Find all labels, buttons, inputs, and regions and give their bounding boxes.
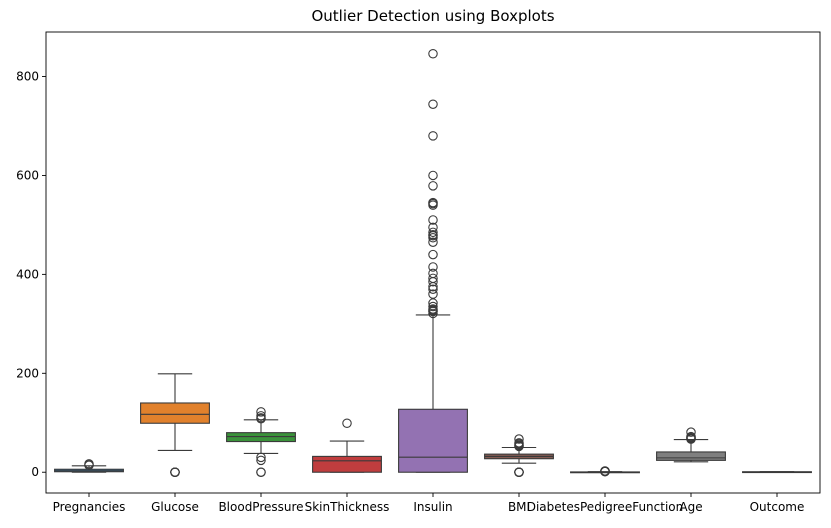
box-glucose bbox=[140, 373, 210, 477]
outlier-point bbox=[428, 197, 438, 208]
outlier-point bbox=[256, 452, 266, 463]
x-tick-label: Age bbox=[679, 500, 702, 514]
outlier-point bbox=[428, 284, 438, 294]
box-bloodpressure bbox=[226, 407, 296, 477]
outlier-point bbox=[428, 227, 438, 238]
box-iqr bbox=[398, 408, 468, 473]
outlier-point bbox=[428, 289, 438, 299]
outlier-point bbox=[428, 301, 438, 312]
box-outcome bbox=[742, 471, 812, 474]
outlier-point bbox=[428, 170, 438, 181]
outlier-point bbox=[428, 181, 438, 191]
y-tick-label: 800 bbox=[16, 70, 39, 84]
box-age bbox=[656, 427, 726, 463]
outlier-point bbox=[428, 268, 438, 279]
box-bmi bbox=[484, 434, 554, 477]
chart-title: Outlier Detection using Boxplots bbox=[311, 7, 554, 25]
outlier-point bbox=[428, 99, 438, 109]
box-iqr bbox=[656, 451, 726, 461]
outlier-point bbox=[428, 304, 438, 314]
x-tick-label: Insulin bbox=[413, 500, 452, 514]
y-axis: 0 200 400 600 800 bbox=[16, 70, 46, 479]
box-iqr bbox=[312, 455, 382, 473]
y-tick-label: 600 bbox=[16, 168, 39, 182]
outlier-point bbox=[514, 434, 524, 444]
outlier-point bbox=[256, 407, 266, 417]
box-diabetespedigreefunction bbox=[570, 466, 640, 477]
outlier-point bbox=[170, 467, 180, 477]
x-tick-label: BMI bbox=[508, 500, 530, 514]
y-tick-label: 0 bbox=[31, 465, 39, 479]
box-insulin bbox=[398, 49, 468, 473]
outlier-point bbox=[256, 411, 266, 421]
outlier-point bbox=[256, 455, 266, 466]
x-tick-label: Glucose bbox=[151, 500, 199, 514]
box-iqr bbox=[140, 402, 210, 424]
x-tick-label: Pregnancies bbox=[53, 500, 126, 514]
x-tick-label: DiabetesPedigreeFunction bbox=[527, 500, 684, 514]
y-tick-label: 200 bbox=[16, 366, 39, 380]
box-pregnancies bbox=[54, 459, 124, 473]
outlier-point bbox=[84, 459, 94, 469]
outlier-point bbox=[342, 418, 352, 429]
x-tick-label: Outcome bbox=[750, 500, 805, 514]
x-tick-label: BloodPressure bbox=[218, 500, 303, 514]
outlier-point bbox=[514, 467, 524, 477]
outlier-point bbox=[428, 222, 438, 233]
box-skinthickness bbox=[312, 418, 382, 473]
outlier-point bbox=[428, 215, 438, 225]
outlier-point bbox=[686, 431, 696, 442]
outlier-point bbox=[514, 438, 524, 448]
outlier-point bbox=[428, 273, 438, 284]
outlier-point bbox=[428, 237, 438, 247]
y-tick-label: 400 bbox=[16, 267, 39, 281]
outlier-point bbox=[428, 131, 438, 141]
outlier-point bbox=[428, 49, 438, 59]
outlier-point bbox=[256, 467, 266, 477]
outlier-point bbox=[428, 262, 438, 272]
outlier-point bbox=[686, 427, 696, 437]
outlier-point bbox=[600, 466, 610, 476]
outlier-point bbox=[428, 230, 438, 240]
plot-area bbox=[54, 49, 812, 477]
outlier-point bbox=[428, 249, 438, 260]
plot-frame bbox=[45, 31, 821, 494]
x-axis: Pregnancies Glucose BloodPressure SkinThick… bbox=[53, 493, 805, 514]
x-tick-label: SkinThickness bbox=[305, 500, 390, 514]
